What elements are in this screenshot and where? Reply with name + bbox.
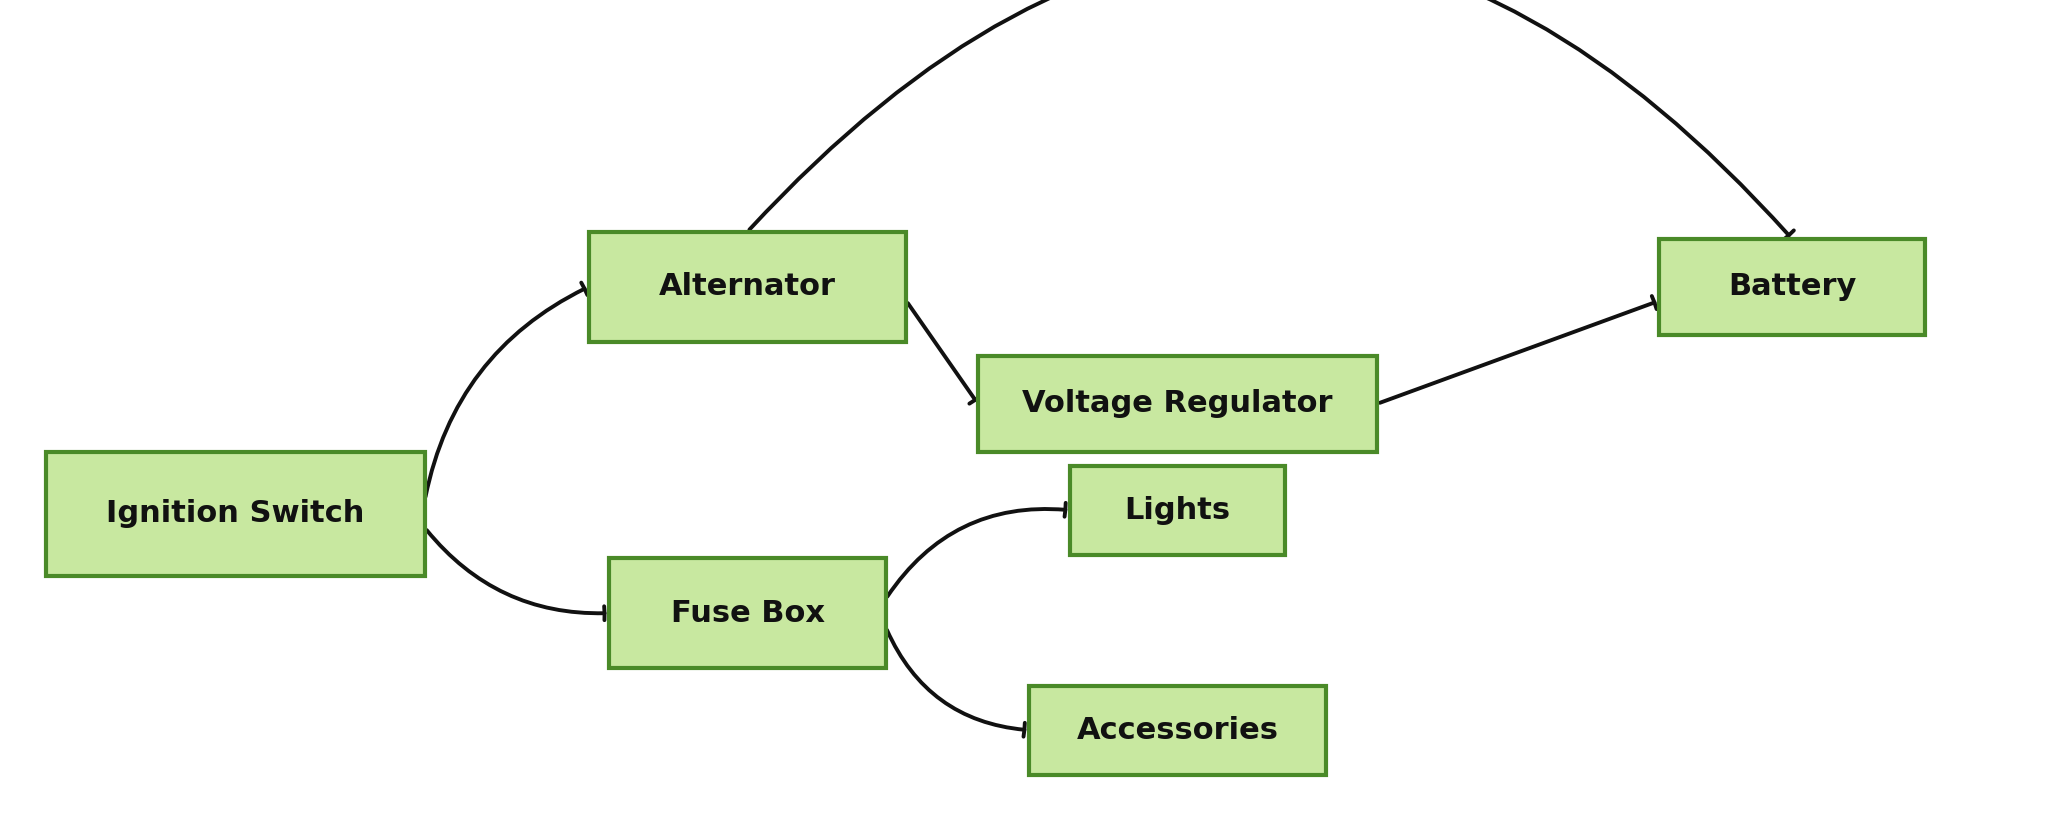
Text: Battery: Battery <box>1729 272 1855 301</box>
FancyBboxPatch shape <box>1659 239 1925 335</box>
FancyBboxPatch shape <box>47 452 426 576</box>
FancyBboxPatch shape <box>610 558 885 668</box>
FancyBboxPatch shape <box>977 356 1376 452</box>
Text: Lights: Lights <box>1124 496 1231 525</box>
Text: Alternator: Alternator <box>659 272 836 301</box>
Text: Ignition Switch: Ignition Switch <box>106 499 365 529</box>
Text: Accessories: Accessories <box>1077 715 1278 745</box>
Text: Voltage Regulator: Voltage Regulator <box>1022 389 1333 418</box>
FancyBboxPatch shape <box>1069 466 1286 554</box>
Text: Fuse Box: Fuse Box <box>670 599 825 628</box>
FancyBboxPatch shape <box>1028 686 1327 775</box>
FancyBboxPatch shape <box>590 231 905 342</box>
